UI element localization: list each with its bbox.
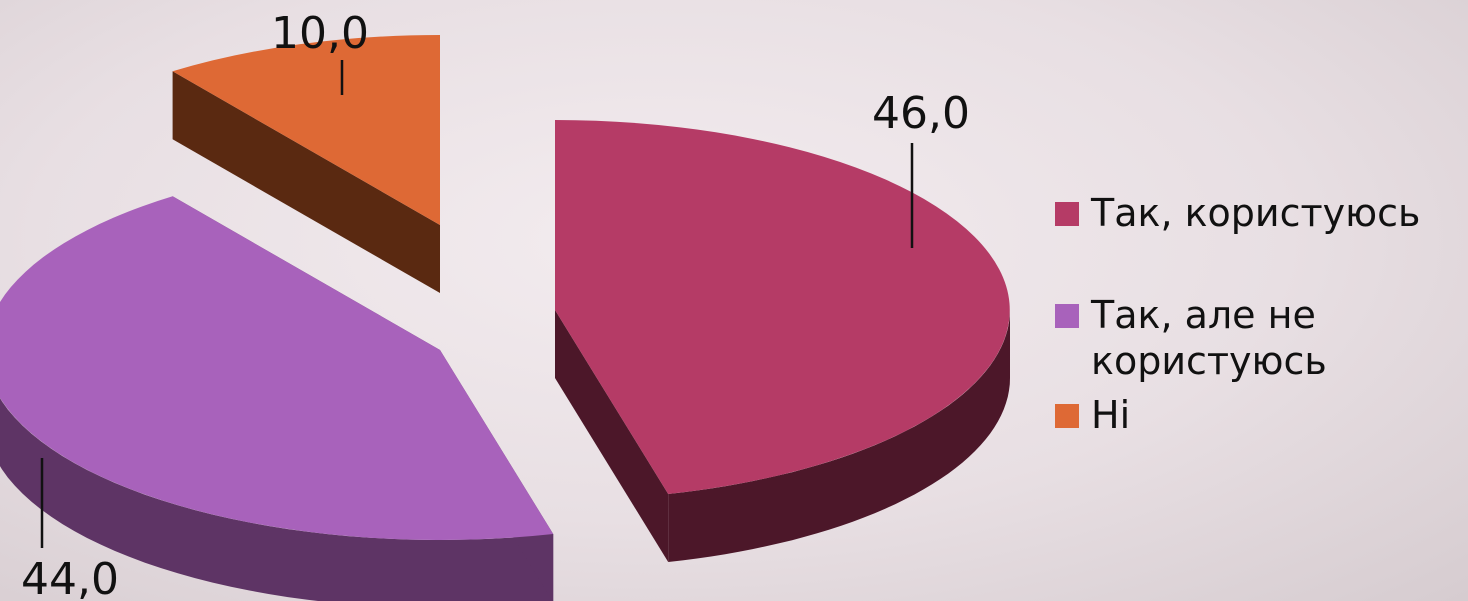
pie-slice-2 [172,35,440,293]
legend-label-1: Так, але не користуюсь [1091,293,1327,383]
slice-face-0-1 [555,310,669,562]
legend: Так, користуюсь Так, але не користуюсь Н… [1055,190,1465,438]
pie-slice-0 [555,120,1010,562]
legend-item-0: Так, користуюсь [1055,190,1465,236]
data-label-1: 44,0 [21,554,119,601]
data-label-0: 46,0 [872,88,970,139]
legend-item-1: Так, але не користуюсь [1055,292,1465,384]
slice-top-0 [555,120,1010,494]
data-labels: 46,0 44,0 10,0 [21,8,970,601]
legend-label-0: Так, користуюсь [1091,191,1421,235]
legend-item-2: Ні [1055,392,1465,438]
legend-swatch-2 [1055,404,1079,428]
legend-swatch-1 [1055,304,1079,328]
slice-top-1 [0,196,554,540]
slice-side-0 [668,310,1010,562]
slice-top-2 [172,35,440,225]
pie-slices [0,35,1010,601]
legend-label-2: Ні [1091,393,1131,437]
pie-slice-1 [0,196,554,601]
slice-side-1 [0,398,554,601]
legend-swatch-0 [1055,202,1079,226]
slice-face-2-0 [172,71,440,293]
data-label-2: 10,0 [271,8,369,59]
